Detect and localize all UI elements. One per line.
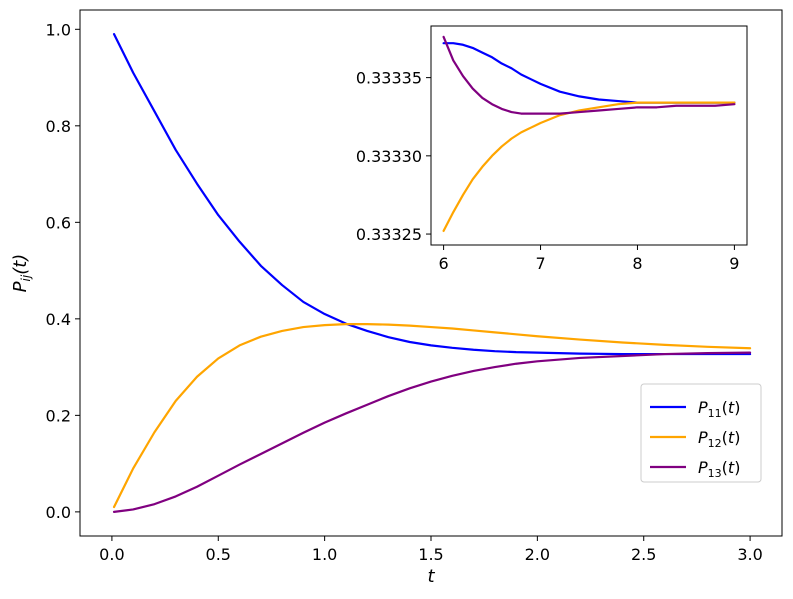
- inset-series-line-2: [442, 101, 736, 233]
- main-y-tick-label: 0.6: [46, 213, 71, 232]
- main-x-tick-label: 2.5: [631, 545, 656, 564]
- main-x-axis-ticks: 0.0 0.5 1.0 1.5 2.0 2.5 3.0: [99, 536, 763, 564]
- inset-y-tick-label: 0.33335: [356, 69, 422, 88]
- main-y-tick-label: 1.0: [46, 20, 71, 39]
- legend: P11(t) P12(t) P13(t): [640, 383, 762, 483]
- inset-y-axis-ticks: 0.33325 0.33330 0.33335: [356, 69, 431, 244]
- main-y-axis-label: Pij(t): [10, 254, 33, 293]
- legend-entry-3: P13(t): [650, 458, 740, 480]
- main-series-line-1: [112, 33, 752, 356]
- inset-y-tick-label: 0.33325: [356, 225, 422, 244]
- main-x-tick-label: 2.0: [525, 545, 550, 564]
- main-plot: 0.0 0.5 1.0 1.5 2.0 2.5 3.0 0.0 0.2 0.4 0.6 0.8 1.0…: [10, 9, 783, 587]
- legend-label: P12(t): [698, 428, 740, 450]
- main-series-line-2: [112, 323, 752, 509]
- inset-y-tick-label: 0.33330: [356, 147, 422, 166]
- main-y-axis-ticks: 0.0 0.2 0.4 0.6 0.8 1.0: [46, 20, 80, 522]
- main-x-tick-label: 0.5: [206, 545, 231, 564]
- main-x-axis-label: t: [427, 566, 435, 587]
- legend-label: P13(t): [698, 458, 740, 480]
- main-series-line-3: [112, 351, 752, 513]
- main-series-lines: [112, 33, 752, 513]
- inset-x-tick-label: 8: [632, 254, 642, 273]
- legend-box: [640, 383, 762, 483]
- main-x-tick-label: 1.5: [418, 545, 443, 564]
- inset-plot: 6 7 8 9 0.33325 0.33330 0.33335: [356, 25, 748, 273]
- legend-entry-1: P11(t): [650, 398, 740, 420]
- inset-x-tick-label: 7: [535, 254, 545, 273]
- main-x-tick-label: 1.0: [312, 545, 337, 564]
- main-x-tick-label: 3.0: [737, 545, 762, 564]
- legend-entry-2: P12(t): [650, 428, 740, 450]
- inset-plot-frame: [430, 25, 748, 246]
- main-x-tick-label: 0.0: [99, 545, 124, 564]
- inset-series-lines: [442, 35, 736, 233]
- main-y-tick-label: 0.0: [46, 503, 71, 522]
- inset-series-line-3: [442, 35, 736, 115]
- inset-x-tick-label: 9: [729, 254, 739, 273]
- inset-x-tick-label: 6: [439, 254, 449, 273]
- main-y-tick-label: 0.8: [46, 117, 71, 136]
- legend-label: P11(t): [698, 398, 740, 420]
- inset-background: [431, 26, 747, 245]
- main-y-tick-label: 0.2: [46, 406, 71, 425]
- main-y-tick-label: 0.4: [46, 310, 71, 329]
- main-plot-frame: [79, 9, 783, 537]
- inset-x-axis-ticks: 6 7 8 9: [439, 245, 739, 273]
